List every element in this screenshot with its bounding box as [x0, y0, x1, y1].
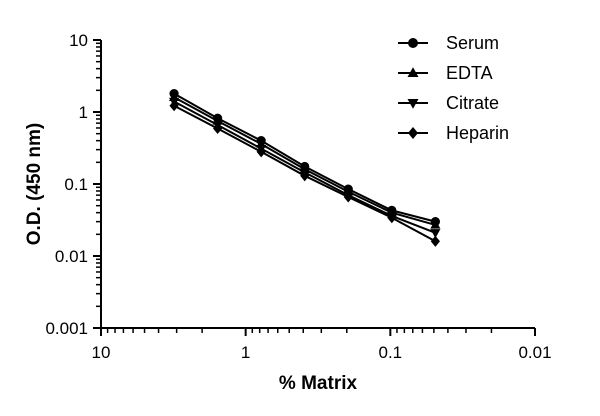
data-point-heparin	[256, 146, 266, 158]
x-tick-label: 1	[241, 343, 250, 362]
x-tick-label: 0.01	[518, 343, 551, 362]
series-edta	[169, 92, 441, 229]
legend-label-citrate: Citrate	[446, 93, 499, 113]
legend-label-heparin: Heparin	[446, 123, 509, 143]
legend-label-edta: EDTA	[446, 63, 493, 83]
legend-label-serum: Serum	[446, 33, 499, 53]
legend-marker-serum	[408, 38, 418, 48]
data-point-heparin	[169, 100, 179, 112]
data-point-heparin	[430, 235, 440, 247]
data-point-heparin	[343, 191, 353, 203]
y-tick-label: 0.01	[55, 247, 88, 266]
x-tick-label: 10	[92, 343, 111, 362]
y-tick-label: 0.001	[45, 319, 88, 338]
y-axis-title: O.D. (450 nm)	[24, 123, 45, 245]
series-heparin	[169, 100, 440, 247]
data-point-heparin	[387, 212, 397, 224]
legend-item-heparin: Heparin	[398, 123, 509, 143]
x-tick-label: 0.1	[379, 343, 403, 362]
series-line-serum	[173, 92, 436, 223]
legend-marker-heparin	[408, 127, 418, 139]
legend-marker-edta	[407, 67, 419, 77]
y-tick-label: 1	[79, 103, 88, 122]
legend: Serum EDTA Citrate Heparin	[398, 33, 509, 143]
plot-series	[169, 89, 441, 247]
y-tick-label: 10	[69, 31, 88, 50]
data-point-heparin	[300, 170, 310, 182]
data-point-heparin	[213, 122, 223, 135]
data-point-citrate	[430, 229, 441, 239]
legend-item-serum: Serum	[398, 33, 499, 53]
legend-marker-citrate	[407, 99, 419, 109]
data-point-edta	[430, 219, 441, 229]
series-serum	[169, 89, 440, 227]
axes: 10 1 0.1 0.01 10 1 0.1 0.01 0.001	[45, 31, 551, 362]
legend-item-citrate: Citrate	[398, 93, 499, 113]
x-axis-title: % Matrix	[279, 373, 358, 394]
y-tick-label: 0.1	[64, 175, 88, 194]
axis-ticks	[93, 39, 536, 336]
legend-item-edta: EDTA	[398, 63, 493, 83]
axis-tick-labels: 10 1 0.1 0.01 10 1 0.1 0.01 0.001	[45, 31, 551, 362]
